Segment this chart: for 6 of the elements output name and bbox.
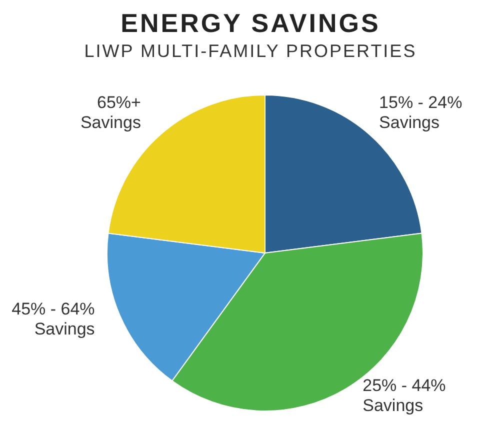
chart-title: ENERGY SAVINGS xyxy=(120,8,382,39)
slice-label: 65%+ Savings xyxy=(80,92,142,132)
slice-label: 45% - 64% Savings xyxy=(12,299,95,338)
slice-label: 25% - 44% Savings xyxy=(362,376,446,415)
slice-label: 15% - 24% Savings xyxy=(379,92,462,132)
chart-subtitle: LIWP MULTI-FAMILY PROPERTIES xyxy=(83,41,418,62)
